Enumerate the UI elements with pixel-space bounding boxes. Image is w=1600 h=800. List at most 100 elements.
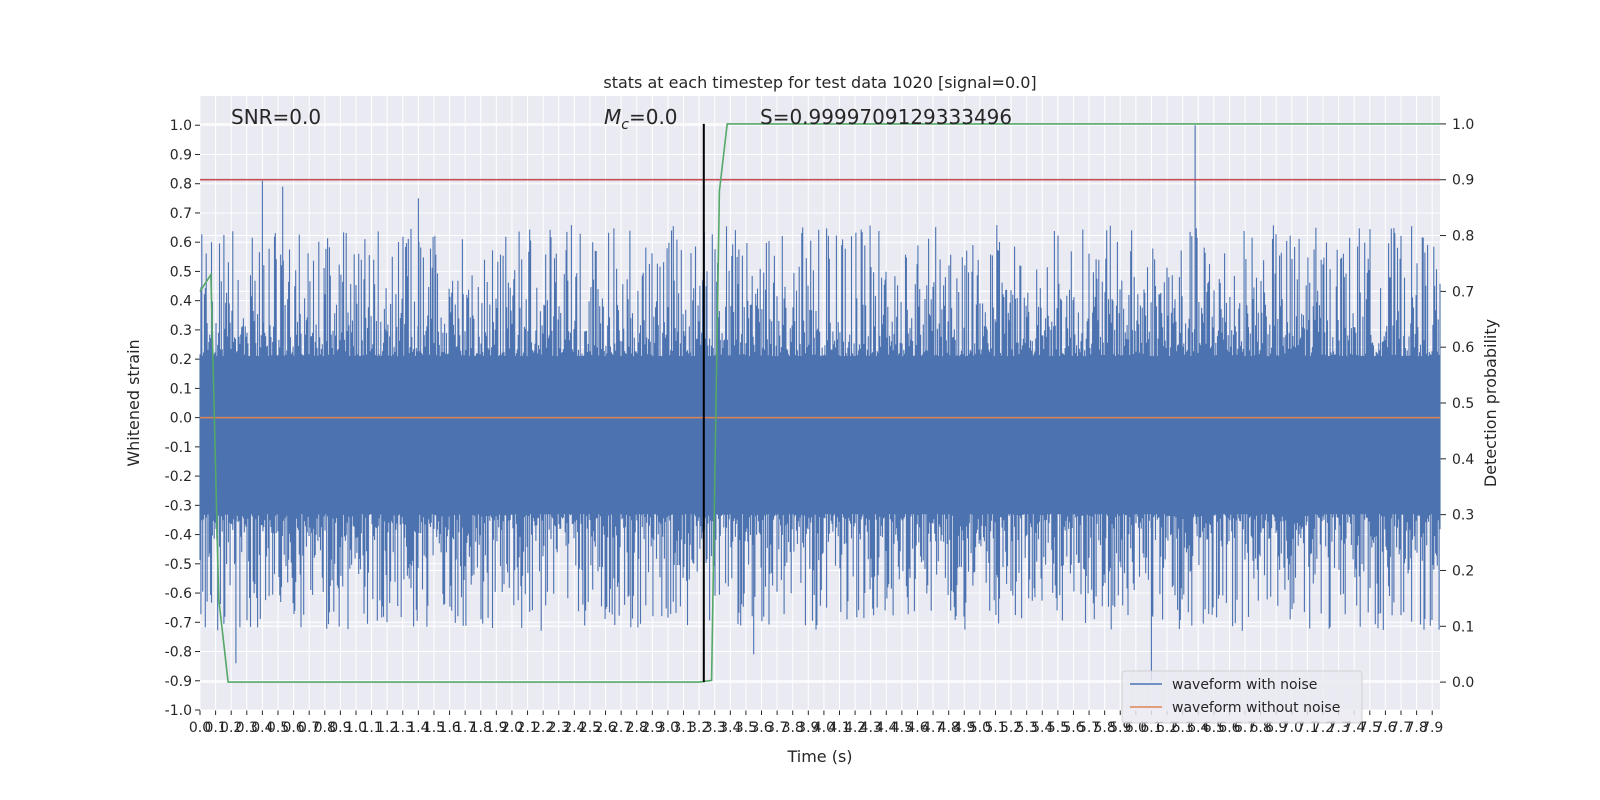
- x-tick-label: 0.9: [329, 720, 351, 736]
- x-tick-label: 4.4: [875, 720, 897, 736]
- y2-tick-label: 0.6: [1452, 340, 1474, 356]
- x-tick-label: 1.0: [345, 720, 367, 736]
- y2-tick-label: 0.8: [1452, 229, 1474, 245]
- x-tick-label: 2.8: [626, 720, 648, 736]
- x-tick-label: 5.5: [1047, 720, 1069, 736]
- snr-annotation: SNR=0.0: [231, 105, 321, 129]
- x-tick-label: 6.2: [1156, 720, 1178, 736]
- x-tick-label: 4.8: [938, 720, 960, 736]
- y-tick-label: 0.4: [170, 294, 192, 310]
- x-tick-label: 4.0: [813, 720, 835, 736]
- x-tick-label: 5.9: [1109, 720, 1131, 736]
- y2-tick-label: 0.9: [1452, 173, 1474, 189]
- x-tick-label: 7.8: [1405, 720, 1427, 736]
- x-tick-label: 6.9: [1265, 720, 1287, 736]
- y2-tick-label: 0.5: [1452, 396, 1474, 412]
- y-tick-labels: -1.0 -0.9 -0.8 -0.7 -0.6 -0.5 -0.4 -0.3 -0.2 -0.1…: [165, 118, 192, 719]
- x-tick-label: 3.3: [704, 720, 726, 736]
- y-tick-label: 0.3: [170, 323, 192, 339]
- x-tick-label: 0.2: [220, 720, 242, 736]
- x-tick-label: 7.5: [1359, 720, 1381, 736]
- y-tick-label: -0.8: [165, 645, 192, 661]
- x-tick-label: 2.3: [548, 720, 570, 736]
- y-tick-label: -0.2: [165, 469, 192, 485]
- chart-title: stats at each timestep for test data 102…: [603, 73, 1036, 92]
- score-annotation: S=0.9999709129333496: [760, 105, 1012, 129]
- x-tick-label: 1.3: [392, 720, 414, 736]
- y-tick-label: 0.6: [170, 235, 192, 251]
- y-tick-label: 0.5: [170, 264, 192, 280]
- x-tick-label: 0.6: [282, 720, 304, 736]
- series-detection-probability: [199, 123, 1440, 683]
- x-tick-label: 5.6: [1062, 720, 1084, 736]
- x-tick-label: 5.8: [1094, 720, 1116, 736]
- x-tick-label: 7.3: [1327, 720, 1349, 736]
- y-tick-label: -1.0: [165, 703, 192, 719]
- y2-tick-label: 0.3: [1452, 508, 1474, 524]
- y2-tick-label: 0.1: [1452, 619, 1474, 635]
- x-tick-label: 2.6: [594, 720, 616, 736]
- noise-spikes: [199, 125, 1441, 681]
- y-tick-label: 0.0: [170, 411, 192, 427]
- x-tick-label: 5.1: [984, 720, 1006, 736]
- x-tick-label: 1.6: [438, 720, 460, 736]
- x-tick-label: 3.5: [735, 720, 757, 736]
- x-tick-label: 3.6: [750, 720, 772, 736]
- y-tick-label: 0.2: [170, 352, 192, 368]
- x-tick-label: 7.2: [1312, 720, 1334, 736]
- x-tick-label: 2.1: [516, 720, 538, 736]
- x-tick-label: 5.7: [1078, 720, 1100, 736]
- y-tick-label: -0.7: [165, 615, 192, 631]
- x-tick-label: 1.5: [423, 720, 445, 736]
- y-tick-label: 0.9: [170, 147, 192, 163]
- y-tick-label: 1.0: [170, 118, 192, 134]
- x-tick-label: 1.2: [376, 720, 398, 736]
- x-tick-label: 2.9: [641, 720, 663, 736]
- chirp-mass-annotation: Mc=0.0: [604, 105, 678, 133]
- x-tick-label: 3.7: [766, 720, 788, 736]
- x-tick-label: 0.0: [189, 720, 211, 736]
- x-tick-label: 6.8: [1249, 720, 1271, 736]
- x-tick-label: 4.7: [922, 720, 944, 736]
- x-tick-label: 5.4: [1031, 720, 1053, 736]
- x-tick-label: 7.4: [1343, 720, 1365, 736]
- x-tick-label: 2.4: [563, 720, 585, 736]
- y-tick-label: -0.9: [165, 674, 192, 690]
- x-tick-label: 0.1: [204, 720, 226, 736]
- y-tick-label: 0.1: [170, 381, 192, 397]
- y-tick-label: -0.5: [165, 557, 192, 573]
- x-tick-label: 6.5: [1203, 720, 1225, 736]
- x-tick-label: 3.8: [782, 720, 804, 736]
- x-tick-label: 6.7: [1234, 720, 1256, 736]
- x-tick-labels: 0.00.10.20.30.40.50.60.70.80.91.01.11.21…: [189, 720, 1443, 736]
- x-tick-label: 3.4: [719, 720, 741, 736]
- y-tick-label: -0.3: [165, 498, 192, 514]
- y2-tick-label: 0.4: [1452, 452, 1474, 468]
- x-tick-label: 7.9: [1421, 720, 1443, 736]
- x-tick-label: 3.1: [672, 720, 694, 736]
- x-tick-label: 5.0: [969, 720, 991, 736]
- x-tick-label: 4.5: [891, 720, 913, 736]
- x-tick-label: 4.9: [953, 720, 975, 736]
- legend-label-waveform-with-noise: waveform with noise: [1172, 677, 1317, 693]
- x-tick-label: 6.6: [1218, 720, 1240, 736]
- x-tick-label: 6.3: [1172, 720, 1194, 736]
- y2-tick-label: 0.0: [1452, 675, 1474, 691]
- y2-tick-labels: 0.0 0.1 0.2 0.3 0.4 0.5 0.6 0.7 0.8 0.9 1.0: [1452, 117, 1474, 691]
- y-tick-label: -0.1: [165, 440, 192, 456]
- x-tick-label: 1.8: [470, 720, 492, 736]
- x-tick-label: 2.0: [501, 720, 523, 736]
- x-tick-label: 0.3: [236, 720, 258, 736]
- x-tick-label: 1.9: [485, 720, 507, 736]
- x-tick-label: 7.1: [1296, 720, 1318, 736]
- y-tick-label: -0.6: [165, 586, 192, 602]
- legend-box: [1121, 670, 1363, 724]
- x-tick-label: 4.6: [906, 720, 928, 736]
- x-tick-label: 2.5: [579, 720, 601, 736]
- x-axis-label: Time (s): [786, 747, 852, 766]
- x-tick-label: 1.1: [360, 720, 382, 736]
- y2-axis-label: Detection probability: [1481, 319, 1500, 487]
- x-tick-label: 6.1: [1140, 720, 1162, 736]
- legend: waveform with noise waveform without noi…: [1121, 670, 1363, 724]
